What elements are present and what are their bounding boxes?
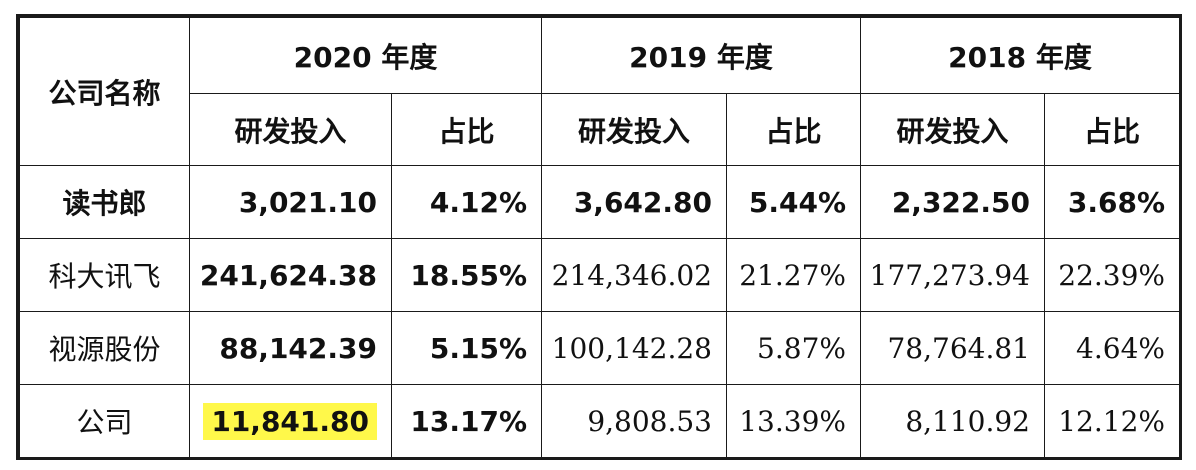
ratio-2020-cell: 5.15% <box>391 311 542 385</box>
ratio-2018-cell: 3.68% <box>1044 165 1180 239</box>
rd-2018-cell: 2,322.50 <box>860 165 1045 239</box>
rd-2020-cell-highlighted: 11,841.80 <box>189 384 392 458</box>
ratio-2019-cell: 21.27% <box>726 238 861 312</box>
rd-2018-cell: 78,764.81 <box>860 311 1045 385</box>
company-name-header: 公司名称 <box>19 17 190 166</box>
ratio-2018-cell: 22.39% <box>1044 238 1180 312</box>
ratio-header-2018: 占比 <box>1044 93 1180 166</box>
rd-header-2020: 研发投入 <box>189 93 392 166</box>
year-2019-header: 2019 年度 <box>541 17 861 94</box>
rd-2019-cell: 214,346.02 <box>541 238 727 312</box>
ratio-2020-cell: 4.12% <box>391 165 542 239</box>
company-name-cell: 视源股份 <box>19 311 190 385</box>
rd-2018-cell: 177,273.94 <box>860 238 1045 312</box>
table-row: 视源股份 88,142.39 5.15% 100,142.28 5.87% 78… <box>19 311 1180 385</box>
rd-2019-cell: 3,642.80 <box>541 165 727 239</box>
year-2020-header: 2020 年度 <box>189 17 542 94</box>
ratio-2020-cell: 18.55% <box>391 238 542 312</box>
rd-2018-cell: 8,110.92 <box>860 384 1045 458</box>
rd-2019-cell: 100,142.28 <box>541 311 727 385</box>
ratio-header-2019: 占比 <box>726 93 861 166</box>
company-name-cell: 读书郎 <box>19 165 190 239</box>
ratio-2018-cell: 12.12% <box>1044 384 1180 458</box>
year-2018-header: 2018 年度 <box>860 17 1180 94</box>
ratio-2019-cell: 13.39% <box>726 384 861 458</box>
rd-header-2019: 研发投入 <box>541 93 727 166</box>
ratio-2018-cell: 4.64% <box>1044 311 1180 385</box>
rd-2019-cell: 9,808.53 <box>541 384 727 458</box>
rd-header-2018: 研发投入 <box>860 93 1045 166</box>
ratio-2019-cell: 5.44% <box>726 165 861 239</box>
table-row: 科大讯飞 241,624.38 18.55% 214,346.02 21.27%… <box>19 238 1180 312</box>
ratio-header-2020: 占比 <box>391 93 542 166</box>
rd-2020-cell: 241,624.38 <box>189 238 392 312</box>
ratio-2020-cell: 13.17% <box>391 384 542 458</box>
rd-2020-cell: 3,021.10 <box>189 165 392 239</box>
header-row-years: 公司名称 2020 年度 2019 年度 2018 年度 <box>19 17 1180 166</box>
company-name-cell: 公司 <box>19 384 190 458</box>
company-name-cell: 科大讯飞 <box>19 238 190 312</box>
rd-comparison-table-frame: 公司名称 2020 年度 2019 年度 2018 年度 研发投入 占比 研发投… <box>16 14 1182 460</box>
table-row: 公司 11,841.80 13.17% 9,808.53 13.39% 8,11… <box>19 384 1180 458</box>
rd-2020-cell: 88,142.39 <box>189 311 392 385</box>
highlight-mark: 11,841.80 <box>203 402 377 440</box>
rd-comparison-table: 公司名称 2020 年度 2019 年度 2018 年度 研发投入 占比 研发投… <box>19 17 1180 458</box>
table-row: 读书郎 3,021.10 4.12% 3,642.80 5.44% 2,322.… <box>19 165 1180 239</box>
ratio-2019-cell: 5.87% <box>726 311 861 385</box>
header-row-metrics: 研发投入 占比 研发投入 占比 研发投入 占比 <box>20 93 1180 166</box>
